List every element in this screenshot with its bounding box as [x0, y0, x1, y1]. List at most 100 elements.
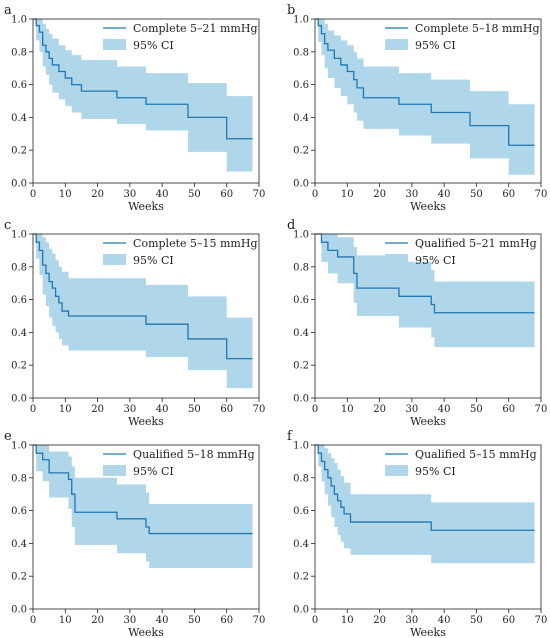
legend: Qualified 5–18 mmHg 95% CI [103, 448, 255, 478]
x-tick-label: 50 [188, 615, 201, 626]
panel-letter: e [4, 429, 12, 444]
legend-label: Qualified 5–21 mmHg [415, 237, 537, 250]
x-tick-label: 70 [535, 615, 548, 626]
ci-band [315, 19, 535, 175]
x-tick-label: 40 [156, 615, 169, 626]
panel-e: 0 10 20 30 40 50 60 70 0.0 0.2 0.4 0.6 0.8 1.0 Weeks e Q… [4, 429, 265, 638]
survival-line [33, 18, 253, 140]
x-tick-label: 10 [341, 189, 354, 200]
legend-label: 95% CI [133, 39, 174, 52]
x-tick-label: 30 [123, 189, 136, 200]
x-tick-label: 20 [373, 404, 386, 415]
y-tick-label: 0.8 [293, 262, 309, 273]
y-tick-label: 1.0 [293, 441, 309, 452]
plot-frame [314, 444, 542, 610]
x-tick-label: 0 [312, 615, 318, 626]
x-tick-label: 20 [91, 615, 104, 626]
x-tick-label: 0 [312, 189, 318, 200]
y-tick-label: 0.2 [11, 361, 27, 372]
x-tick-label: 50 [470, 404, 483, 415]
y-tick-label: 0.2 [11, 146, 27, 157]
panel-f: 0 10 20 30 40 50 60 70 0.0 0.2 0.4 0.6 0.8 1.0 Weeks f Q… [287, 429, 547, 638]
y-tick-label: 0.8 [11, 262, 27, 273]
x-tick-label: 40 [156, 404, 169, 415]
x-tick-label: 0 [30, 189, 36, 200]
y-tick-label: 0.6 [11, 295, 27, 306]
plot-frame [32, 233, 260, 399]
x-tick-label: 20 [373, 615, 386, 626]
panel-b: 0 10 20 30 40 50 60 70 0.0 0.2 0.4 0.6 0.8 1.0 Weeks b C… [287, 3, 547, 213]
y-tick-label: 0.4 [293, 539, 309, 550]
x-tick-label: 0 [312, 404, 318, 415]
y-tick-label: 0.6 [11, 506, 27, 517]
x-tick-label: 40 [438, 404, 451, 415]
panel-letter: b [287, 3, 295, 18]
survival-line [315, 444, 535, 531]
y-tick-label: 0.0 [11, 394, 27, 405]
ci-band [315, 445, 535, 564]
x-tick-label: 50 [470, 615, 483, 626]
y-tick-label: 0.0 [293, 394, 309, 405]
x-tick-label: 30 [123, 615, 136, 626]
x-tick-label: 60 [502, 615, 515, 626]
legend-label: Qualified 5–18 mmHg [133, 448, 255, 461]
y-tick-label: 0.4 [11, 328, 27, 339]
x-tick-label: 30 [405, 615, 418, 626]
y-tick-label: 1.0 [293, 230, 309, 241]
y-tick-label: 0.2 [293, 146, 309, 157]
y-tick-label: 0.0 [293, 605, 309, 616]
x-tick-label: 40 [438, 189, 451, 200]
panel-a: 0 10 20 30 40 50 60 70 0.0 0.2 0.4 0.6 0.8 1.0 Weeks a C… [4, 3, 265, 213]
x-axis-label: Weeks [410, 200, 446, 213]
survival-line [315, 18, 535, 146]
y-tick-label: 0.2 [293, 572, 309, 583]
y-tick-label: 0.4 [293, 113, 309, 124]
survival-line [33, 233, 253, 360]
x-tick-label: 70 [535, 189, 548, 200]
legend-band-swatch [103, 39, 127, 50]
x-tick-label: 60 [502, 189, 515, 200]
plot-frame [32, 444, 260, 610]
x-axis-label: Weeks [128, 415, 164, 428]
ci-band [315, 234, 535, 348]
legend-label: Complete 5–15 mmHg [133, 237, 257, 250]
legend-label: Complete 5–21 mmHg [133, 22, 257, 35]
x-axis-label: Weeks [128, 200, 164, 213]
legend-band-swatch [103, 465, 127, 476]
x-tick-label: 50 [188, 189, 201, 200]
x-tick-label: 70 [253, 189, 266, 200]
y-tick-label: 0.6 [11, 80, 27, 91]
legend: Qualified 5–21 mmHg 95% CI [385, 237, 537, 267]
x-tick-label: 70 [253, 615, 266, 626]
y-tick-label: 0.0 [293, 179, 309, 190]
x-tick-label: 70 [535, 404, 548, 415]
x-axis-label: Weeks [410, 626, 446, 638]
x-tick-label: 50 [188, 404, 201, 415]
legend-label: 95% CI [415, 465, 456, 478]
x-tick-label: 10 [59, 615, 72, 626]
legend-label: Complete 5–18 mmHg [415, 22, 539, 35]
x-tick-label: 20 [91, 404, 104, 415]
x-tick-label: 30 [123, 404, 136, 415]
panel-letter: d [287, 218, 295, 233]
x-tick-label: 60 [220, 189, 233, 200]
panel-c: 0 10 20 30 40 50 60 70 0.0 0.2 0.4 0.6 0.8 1.0 Weeks c C… [4, 218, 265, 428]
x-tick-label: 10 [59, 189, 72, 200]
legend: Qualified 5–15 mmHg 95% CI [385, 448, 537, 478]
ci-band [33, 19, 253, 172]
legend-band-swatch [385, 39, 409, 50]
x-tick-label: 40 [438, 615, 451, 626]
y-tick-label: 0.0 [11, 179, 27, 190]
x-tick-label: 10 [341, 404, 354, 415]
legend: Complete 5–21 mmHg 95% CI [103, 22, 258, 52]
x-tick-label: 60 [220, 404, 233, 415]
legend: Complete 5–18 mmHg 95% CI [385, 22, 540, 52]
legend-band-swatch [103, 254, 127, 265]
y-tick-label: 0.6 [293, 506, 309, 517]
x-tick-label: 60 [220, 615, 233, 626]
y-tick-label: 0.8 [293, 47, 309, 58]
y-tick-label: 1.0 [11, 441, 27, 452]
x-tick-label: 20 [373, 189, 386, 200]
y-tick-label: 1.0 [11, 15, 27, 26]
x-tick-label: 40 [156, 189, 169, 200]
